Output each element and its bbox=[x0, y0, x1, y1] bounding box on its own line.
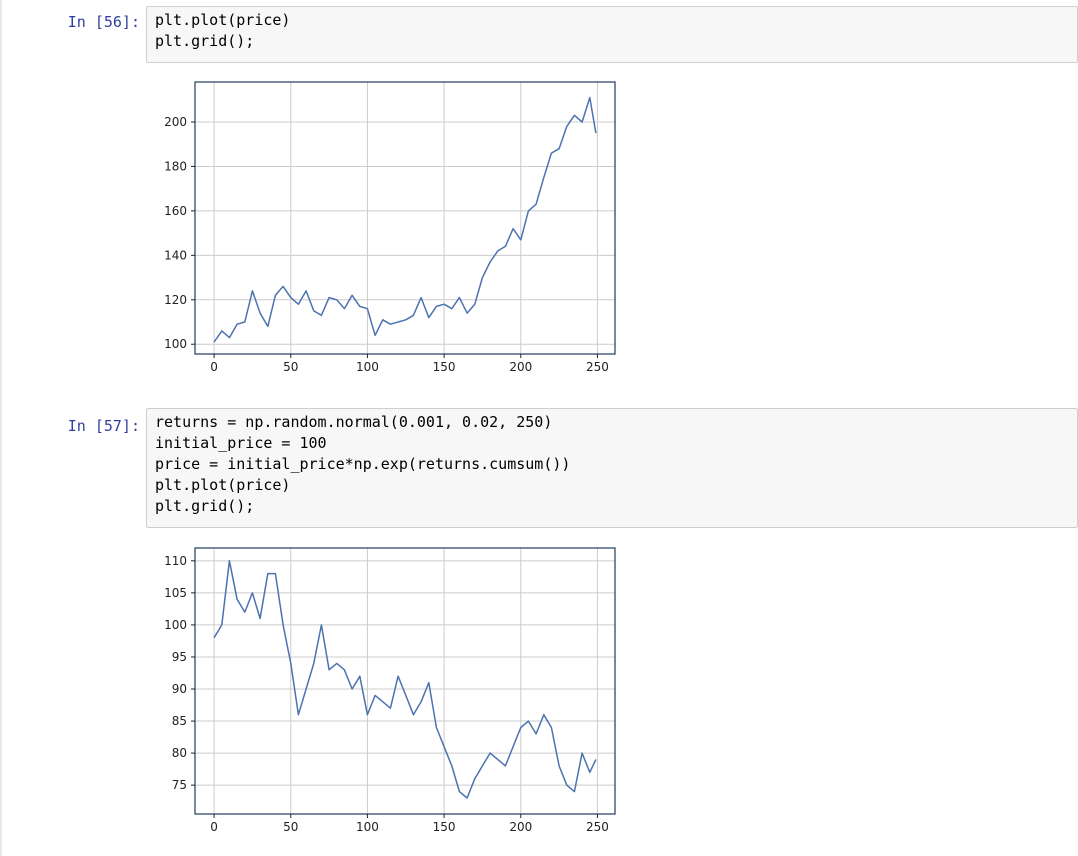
price-line-chart-2: 0 50 100 150 200 250 75 80 85 90 95 100 105 110 bbox=[164, 547, 616, 834]
code-line: initial_price = 100 bbox=[155, 434, 327, 452]
x-tick-label: 200 bbox=[509, 360, 532, 374]
y-tick-label: 95 bbox=[172, 650, 187, 664]
y-tick-label: 75 bbox=[172, 778, 187, 792]
y-tick-label: 120 bbox=[164, 293, 187, 307]
input-prompt-56: In [56]: bbox=[67, 13, 140, 31]
x-tick-label: 150 bbox=[433, 360, 456, 374]
x-tick-label: 100 bbox=[356, 360, 379, 374]
y-tick-label: 110 bbox=[164, 554, 187, 568]
series-line bbox=[213, 96, 597, 343]
y-tick-label: 100 bbox=[164, 337, 187, 351]
y-tick-label: 100 bbox=[164, 618, 187, 632]
y-tick-label: 140 bbox=[164, 248, 187, 262]
y-tick-label: 85 bbox=[172, 714, 187, 728]
code-line: returns = np.random.normal(0.001, 0.02, … bbox=[155, 413, 553, 431]
x-tick-label: 200 bbox=[509, 820, 532, 834]
x-tick-label: 50 bbox=[283, 360, 298, 374]
x-tick-label: 0 bbox=[210, 360, 218, 374]
code-line: plt.plot(price) bbox=[155, 11, 291, 29]
plot-area bbox=[195, 548, 615, 814]
code-cell-57[interactable]: returns = np.random.normal(0.001, 0.02, … bbox=[146, 408, 1078, 528]
y-tick-label: 180 bbox=[164, 159, 187, 173]
code-line: plt.grid(); bbox=[155, 32, 255, 50]
series-line bbox=[213, 560, 597, 799]
notebook-left-border bbox=[0, 0, 2, 856]
x-tick-label: 100 bbox=[356, 820, 379, 834]
code-line: price = initial_price*np.exp(returns.cum… bbox=[155, 455, 571, 473]
x-tick-label: 50 bbox=[283, 820, 298, 834]
y-tick-label: 80 bbox=[172, 746, 187, 760]
x-tick-label: 250 bbox=[586, 820, 609, 834]
axes-frame bbox=[194, 547, 616, 815]
y-tick-label: 200 bbox=[164, 115, 187, 129]
input-prompt-57: In [57]: bbox=[67, 417, 140, 435]
x-tick-label: 150 bbox=[433, 820, 456, 834]
code-line: plt.plot(price) bbox=[155, 476, 291, 494]
price-line-chart-1: 0 50 100 150 200 250 100 120 140 160 180 200 bbox=[164, 81, 616, 374]
code-cell-56[interactable]: plt.plot(price) plt.grid(); bbox=[146, 6, 1078, 63]
output-plot-56: 0 50 100 150 200 250 100 120 140 160 180 200 bbox=[146, 72, 626, 384]
axes-frame bbox=[194, 81, 616, 355]
output-plot-57: 0 50 100 150 200 250 75 80 85 90 95 100 105 110 bbox=[146, 540, 626, 840]
y-tick-label: 105 bbox=[164, 586, 187, 600]
plot-area bbox=[195, 82, 615, 354]
x-tick-label: 0 bbox=[210, 820, 218, 834]
y-tick-label: 90 bbox=[172, 682, 187, 696]
x-tick-label: 250 bbox=[586, 360, 609, 374]
y-tick-label: 160 bbox=[164, 204, 187, 218]
code-line: plt.grid(); bbox=[155, 497, 255, 515]
